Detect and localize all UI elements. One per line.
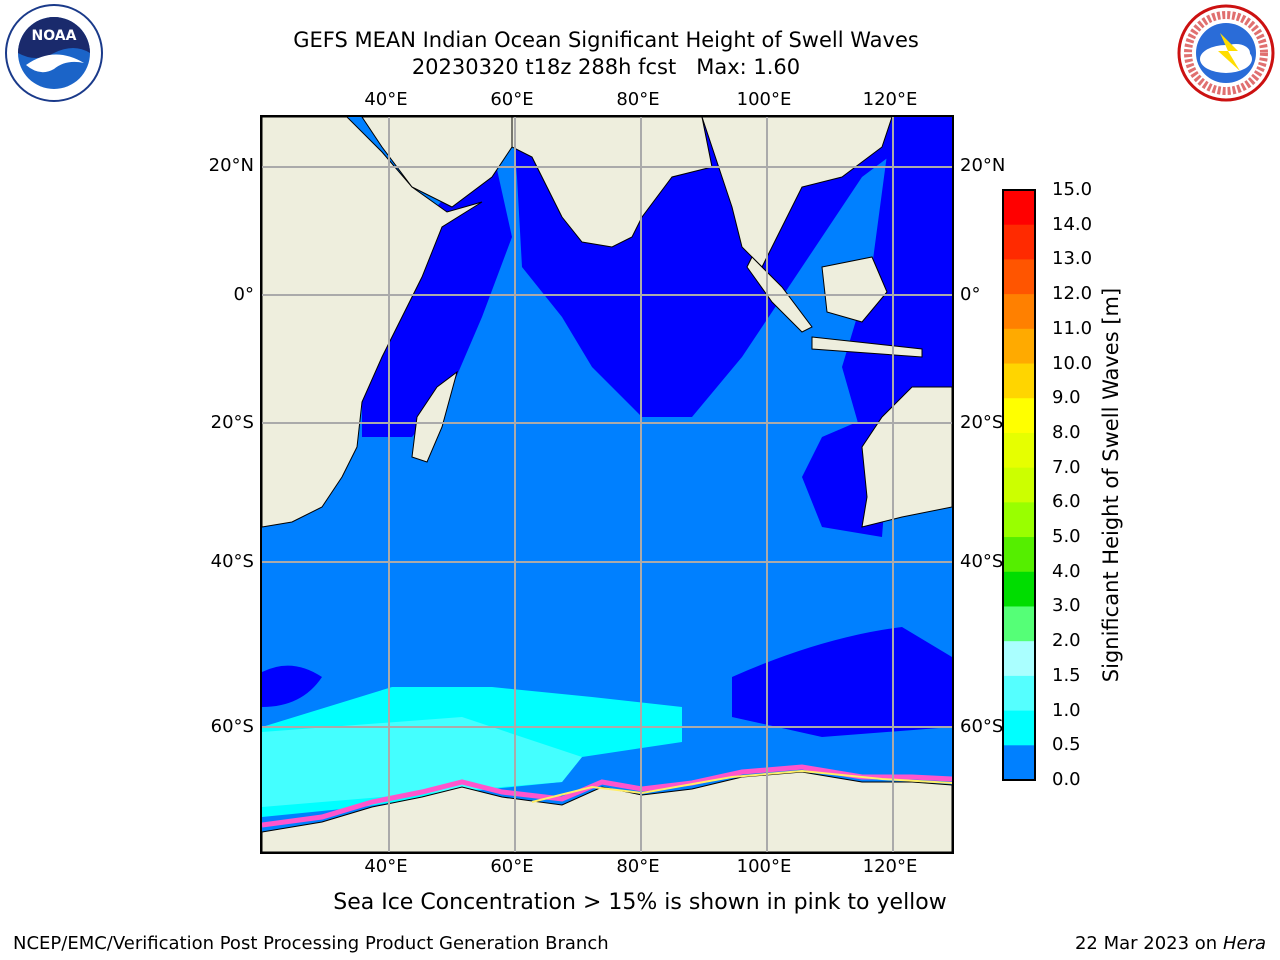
colorbar	[1002, 189, 1036, 781]
colorbar-segment	[1003, 571, 1035, 607]
lat-label-left-20n: 20°N	[208, 155, 254, 176]
colorbar-tick-label: 10.0	[1052, 352, 1093, 374]
colorbar-segment	[1003, 328, 1035, 365]
lon-label-top-60e: 60°E	[490, 89, 534, 110]
lon-label-bottom-100e: 100°E	[736, 856, 792, 877]
land-antarctica	[262, 771, 952, 852]
map-panel	[260, 115, 954, 854]
colorbar-tick-label: 11.0	[1052, 317, 1093, 339]
ocean-low-somali	[362, 147, 512, 437]
lat-label-right-20n: 20°N	[960, 155, 1006, 176]
colorbar-tick-label: 0.5	[1052, 734, 1081, 756]
colorbar-segment	[1003, 294, 1035, 330]
lat-label-left-20s: 20°S	[210, 412, 254, 433]
colorbar-tick-label: 3.0	[1052, 595, 1081, 617]
sea-ice-caption: Sea Ice Concentration > 15% is shown in …	[333, 890, 947, 915]
lon-label-top-120e: 120°E	[862, 89, 918, 110]
colorbar-segment	[1003, 675, 1035, 712]
lat-label-right-60s: 60°S	[960, 716, 1004, 737]
ocean-high-core	[262, 717, 582, 807]
chart-subtitle: 20230320 t18z 288h fcst Max: 1.60	[411, 55, 801, 79]
colorbar-segment	[1003, 537, 1035, 573]
land-africa	[262, 117, 483, 528]
ocean-low-indonesia	[842, 117, 952, 437]
lat-label-left-0: 0°	[233, 284, 254, 305]
colorbar-outline	[1002, 189, 1036, 781]
colorbar-segment	[1003, 502, 1035, 538]
land-seasia	[701, 117, 893, 268]
footer-date: 22 Mar 2023 on Hera	[1075, 933, 1266, 954]
colorbar-tick-label: 0.0	[1052, 769, 1081, 790]
gridlines	[262, 117, 952, 852]
lat-label-left-60s: 60°S	[210, 716, 254, 737]
ocean-low-sw	[262, 665, 322, 707]
colorbar-segment	[1003, 363, 1035, 399]
footer-credit: NCEP/EMC/Verification Post Processing Pr…	[13, 933, 609, 954]
footer-host: Hera	[1222, 933, 1266, 954]
colorbar-segment	[1003, 710, 1035, 746]
map-svg	[262, 117, 952, 852]
noaa-logo: NOAA	[5, 4, 103, 102]
colorbar-segment	[1003, 259, 1035, 295]
land-java	[811, 336, 923, 358]
colorbar-segment	[1003, 432, 1035, 469]
colorbar-tick-label: 14.0	[1052, 213, 1093, 235]
ocean-low-south	[732, 627, 952, 737]
colorbar-tick-label: 8.0	[1052, 421, 1081, 443]
lat-label-right-0: 0°	[960, 284, 981, 305]
land-madagascar	[411, 370, 458, 463]
lon-label-bottom-60e: 60°E	[490, 856, 534, 877]
colorbar-tick-label: 13.0	[1052, 248, 1093, 270]
sea-ice-yellow	[531, 769, 952, 803]
lon-label-bottom-80e: 80°E	[616, 856, 660, 877]
lon-label-top-40e: 40°E	[364, 89, 408, 110]
colorbar-tick-label: 1.5	[1052, 664, 1081, 686]
chart-title: GEFS MEAN Indian Ocean Significant Heigh…	[293, 28, 919, 52]
lon-label-top-100e: 100°E	[736, 89, 792, 110]
lat-label-right-20s: 20°S	[960, 412, 1004, 433]
colorbar-segment	[1003, 606, 1035, 642]
lon-label-bottom-40e: 40°E	[364, 856, 408, 877]
colorbar-segment	[1003, 467, 1035, 503]
colorbar-tick-label: 6.0	[1052, 491, 1081, 513]
colorbar-tick-label: 7.0	[1052, 456, 1081, 478]
colorbar-tick-label: 15.0	[1052, 179, 1093, 200]
colorbar-tick-label: 1.0	[1052, 699, 1081, 721]
colorbar-segment	[1003, 745, 1035, 781]
footer-date-text: 22 Mar 2023 on	[1074, 933, 1218, 954]
colorbar-label: Significant Height of Swell Waves [m]	[1099, 287, 1123, 683]
lon-label-bottom-120e: 120°E	[862, 856, 918, 877]
colorbar-segment	[1003, 641, 1035, 677]
colorbar-tick-label: 5.0	[1052, 526, 1081, 548]
lat-label-left-40s: 40°S	[210, 551, 254, 572]
colorbar-tick-label: 4.0	[1052, 560, 1081, 582]
land-borneo	[821, 256, 888, 323]
lat-label-right-40s: 40°S	[960, 551, 1004, 572]
colorbar-tick-label: 9.0	[1052, 387, 1081, 409]
colorbar-segment	[1003, 224, 1035, 260]
colorbar-tick-label: 2.0	[1052, 630, 1081, 652]
svg-text:NOAA: NOAA	[32, 28, 77, 44]
lon-label-top-80e: 80°E	[616, 89, 660, 110]
colorbar-segment	[1003, 398, 1035, 434]
colorbar-segment	[1003, 190, 1035, 226]
colorbar-tick-label: 12.0	[1052, 283, 1093, 305]
nws-logo	[1177, 4, 1275, 102]
